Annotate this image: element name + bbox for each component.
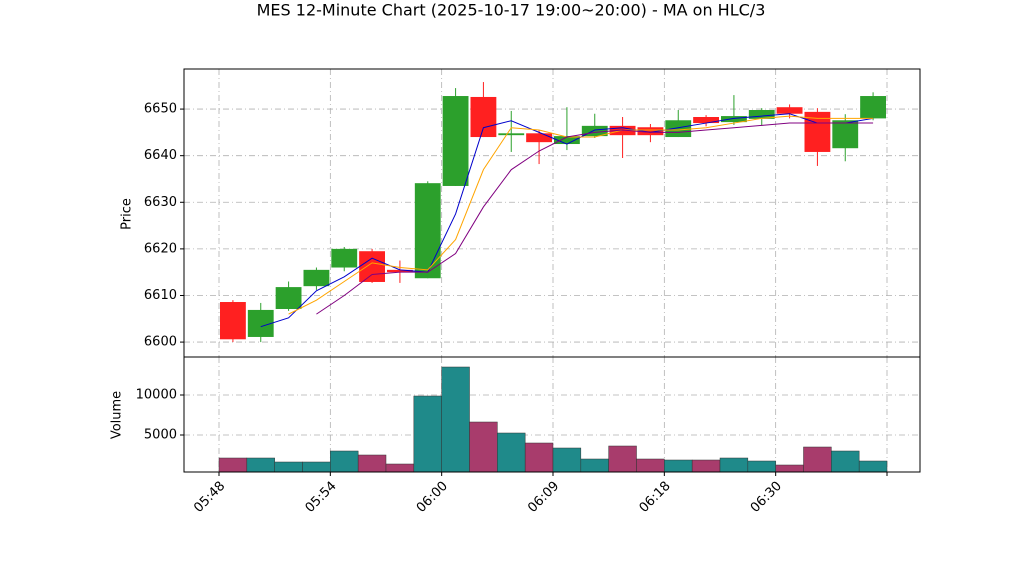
- x-tick-label: 05:54: [303, 479, 340, 516]
- volume-bar: [469, 421, 498, 473]
- candle-body: [331, 248, 358, 268]
- volume-bar: [274, 461, 303, 473]
- volume-bar: [858, 460, 888, 473]
- y-tick-label: 6620: [144, 241, 177, 256]
- candle-body: [693, 117, 719, 124]
- candle-body: [387, 269, 413, 273]
- candle-body: [220, 302, 246, 340]
- y-axis-label: Volume: [110, 391, 125, 439]
- candle-body: [721, 116, 747, 123]
- volume-bar: [608, 445, 637, 473]
- volume-bar: [302, 461, 331, 473]
- volume-bar: [691, 459, 721, 473]
- volume-bar: [246, 457, 275, 473]
- volume-bar: [803, 446, 832, 473]
- candle-body: [275, 287, 302, 309]
- x-tick-label: 06:18: [637, 479, 674, 516]
- y-axis-label: Price: [120, 198, 135, 230]
- candle-body: [860, 96, 886, 119]
- candle-body: [776, 107, 803, 114]
- x-tick-label: 05:48: [191, 479, 228, 516]
- candle-body: [832, 120, 859, 149]
- volume-bar: [580, 458, 609, 473]
- volume-bar: [524, 442, 554, 473]
- x-tick-label: 06:09: [525, 479, 562, 516]
- candle-body: [526, 133, 552, 143]
- y-tick-label: 6610: [144, 288, 177, 303]
- candle-body: [498, 133, 525, 136]
- candle-body: [470, 96, 497, 138]
- candle-body: [554, 136, 580, 145]
- volume-bar: [636, 458, 665, 473]
- volume-bar: [747, 460, 776, 473]
- volume-bar: [497, 432, 526, 473]
- ma-line: [316, 122, 874, 315]
- candle-body: [581, 125, 608, 137]
- x-tick-label: 06:30: [748, 479, 785, 516]
- y-tick-label: 6630: [144, 195, 177, 210]
- y-tick-label: 6640: [144, 148, 177, 163]
- plot-frame: [183, 356, 921, 473]
- chart-title: MES 12-Minute Chart (2025-10-17 19:00~20…: [257, 1, 766, 20]
- volume-bar: [664, 459, 693, 473]
- volume-bar: [357, 454, 387, 473]
- ma-line: [260, 113, 874, 328]
- y-tick-label: 5000: [144, 428, 177, 443]
- candle-body: [637, 127, 664, 136]
- candle-body: [359, 251, 385, 282]
- y-tick-label: 6600: [144, 335, 177, 350]
- volume-bar: [330, 450, 359, 473]
- y-tick-label: 10000: [136, 388, 177, 403]
- candle-body: [748, 110, 775, 119]
- candle-body: [442, 96, 469, 186]
- volume-bar: [831, 450, 860, 473]
- candle-body: [303, 269, 330, 287]
- volume-bar: [552, 447, 582, 473]
- volume-bar: [218, 457, 248, 473]
- volume-bar: [385, 463, 415, 473]
- volume-bar: [441, 366, 470, 473]
- candle-body: [414, 183, 441, 279]
- y-tick-label: 6650: [144, 102, 177, 117]
- x-tick-label: 06:00: [414, 479, 451, 516]
- volume-bar: [719, 457, 749, 473]
- volume-bar: [775, 464, 804, 473]
- ma-line: [288, 115, 874, 315]
- volume-bar: [413, 395, 442, 473]
- candle-body: [665, 120, 692, 138]
